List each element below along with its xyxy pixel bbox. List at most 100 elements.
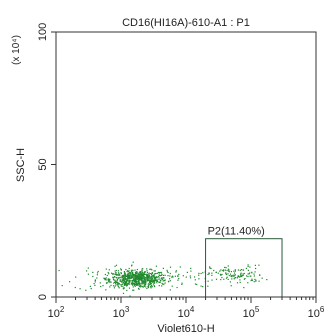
data-point [259,274,261,276]
data-point [134,269,136,271]
data-point [117,270,119,272]
data-point [250,279,252,282]
data-point [155,278,157,280]
data-point [162,278,164,280]
data-point [129,277,131,279]
data-point [156,279,158,281]
data-point [117,283,119,285]
gate-rectangle[interactable] [205,238,283,298]
data-point [213,269,215,272]
data-point [237,276,239,278]
data-point [134,272,137,274]
data-point [137,275,139,277]
data-point [130,280,132,282]
data-point [140,286,142,288]
data-point [134,282,136,284]
gate-label: P2(11.40%) [208,226,265,238]
data-point [162,283,164,285]
data-point [235,277,237,279]
data-point [231,278,233,280]
data-point [238,276,240,278]
data-point [114,265,116,267]
data-point [120,284,122,286]
data-point [134,278,136,280]
data-point [115,269,117,272]
data-point [112,278,115,281]
data-point [128,280,130,282]
data-point [146,274,148,277]
data-point [224,269,226,271]
data-point [97,270,99,273]
data-point [229,281,231,283]
data-point [135,277,137,279]
data-point [154,286,156,288]
data-point [233,272,236,274]
data-point [146,276,148,278]
data-point [93,283,95,285]
data-point [139,283,141,285]
data-point [255,267,257,270]
data-point [144,271,146,273]
data-point [140,279,142,281]
data-point [132,280,134,282]
data-point [160,275,162,277]
data-point [261,277,263,279]
data-point [96,272,99,274]
data-point [166,271,168,273]
data-point [194,283,197,285]
data-point [137,273,139,275]
data-point [149,273,152,275]
data-point [143,274,145,276]
data-point [124,281,126,283]
data-point [160,271,162,273]
data-point [114,276,116,278]
data-point [144,273,146,276]
data-point [141,274,143,276]
data-point [230,285,232,287]
data-point [147,286,149,288]
data-point [144,284,146,286]
data-point [120,277,122,279]
data-point [142,277,144,279]
data-point [225,273,227,275]
data-point [114,285,116,287]
data-point [127,272,129,274]
data-point [230,271,232,273]
data-point [254,264,256,266]
data-point [94,281,96,283]
data-point [110,284,112,286]
data-point [105,279,107,281]
data-point [233,270,235,272]
data-point [94,279,96,282]
data-point [119,274,121,276]
data-point [178,278,180,280]
data-point [111,272,113,274]
data-point [87,273,89,275]
data-point [120,269,122,271]
data-point [147,276,149,278]
data-point [132,289,134,291]
data-point [153,270,155,272]
data-point [132,286,134,288]
data-point [145,277,147,279]
data-point [172,275,174,277]
data-point [92,271,94,273]
data-point [138,277,140,279]
data-point [163,280,165,282]
data-point [155,276,157,278]
data-point [122,292,125,294]
data-point [107,278,109,280]
data-point [135,276,137,278]
data-point [169,289,171,291]
data-point [176,286,178,289]
data-point [108,273,110,275]
data-point [158,285,160,287]
data-point [139,278,141,280]
data-point [171,285,173,287]
data-point [133,282,135,284]
x-tick-label: 102 [48,305,65,320]
data-point [255,279,257,281]
gate-p2[interactable]: P2(11.40%) [205,226,283,298]
data-point [228,271,230,273]
data-point [137,274,139,276]
